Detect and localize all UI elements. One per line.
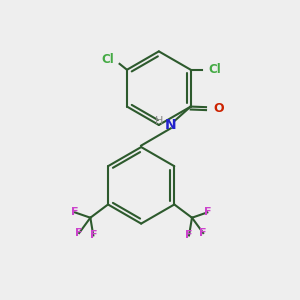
Text: F: F — [185, 230, 193, 240]
Text: Cl: Cl — [101, 53, 114, 66]
Text: N: N — [165, 118, 176, 132]
Text: F: F — [75, 228, 83, 238]
Text: F: F — [200, 228, 207, 238]
Text: H: H — [155, 116, 164, 126]
Text: F: F — [71, 207, 79, 218]
Text: F: F — [203, 207, 211, 218]
Text: F: F — [89, 230, 97, 240]
Text: Cl: Cl — [208, 63, 221, 76]
Text: O: O — [213, 101, 224, 115]
